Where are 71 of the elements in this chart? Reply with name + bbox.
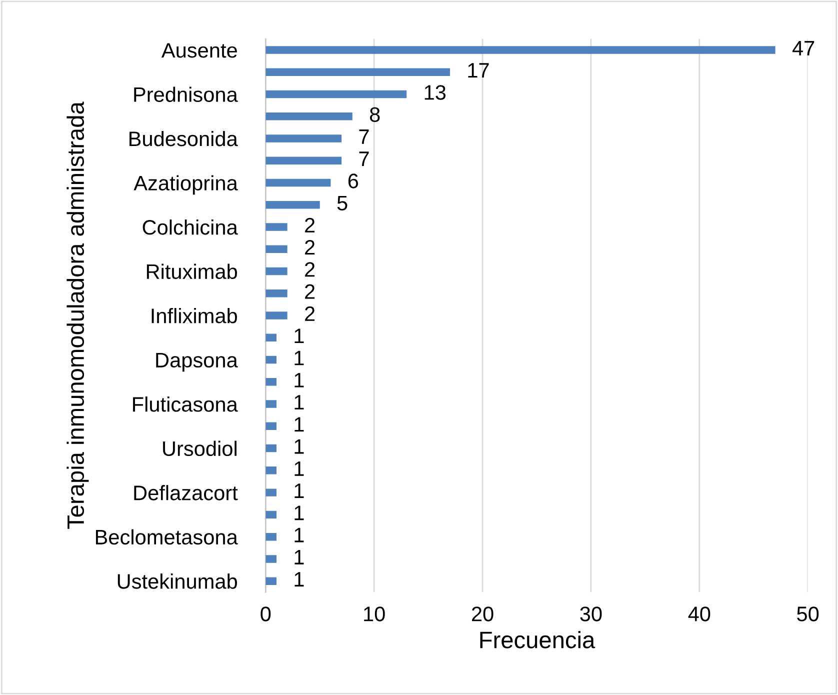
data-label: 1 (294, 506, 304, 520)
bar (266, 312, 288, 320)
x-tick-label: 20 (472, 606, 494, 622)
y-tick-label: Infliximab (152, 308, 237, 324)
x-tick-label: 30 (580, 606, 602, 622)
data-label: 1 (294, 572, 304, 586)
data-label: 2 (305, 218, 315, 232)
y-tick-label: Beclometasona (96, 529, 238, 545)
data-label: 17 (468, 63, 489, 78)
bar (266, 555, 276, 563)
data-label: 7 (359, 130, 369, 144)
bar (266, 334, 276, 342)
bar (266, 178, 331, 187)
x-tick-label: 10 (364, 606, 385, 622)
bar (266, 400, 276, 408)
x-tick-label: 0 (260, 606, 271, 622)
bar (266, 112, 352, 120)
data-label: 8 (370, 107, 380, 122)
y-tick-label: Azatioprina (134, 175, 238, 195)
bar (266, 156, 342, 164)
data-label: 47 (792, 41, 814, 56)
bar (266, 134, 342, 142)
y-tick-label: Ausente (161, 43, 237, 58)
data-label: 1 (294, 350, 304, 366)
x-axis-title: Frecuencia (480, 631, 596, 648)
y-tick-label: Fluticasona (133, 396, 238, 412)
bar (266, 444, 276, 452)
bar (266, 245, 288, 254)
bar (266, 577, 276, 585)
bar (266, 356, 276, 364)
y-tick-label: Ursodiol (163, 440, 236, 456)
y-tick-label: Deflazacort (134, 485, 238, 500)
y-tick-label: Colchicina (142, 219, 238, 235)
bar (266, 488, 276, 496)
data-label: 1 (294, 395, 304, 410)
bar (266, 378, 276, 386)
bar (266, 201, 320, 209)
bar (266, 68, 450, 76)
y-tick-label: Prednisona (134, 86, 238, 102)
data-label: 1 (294, 461, 304, 476)
x-tick-label: 50 (797, 606, 819, 622)
data-label: 1 (294, 372, 304, 388)
y-axis-title: Terapia inmunomoduladora administrada (66, 102, 89, 529)
y-tick-label: Rituximab (146, 264, 237, 280)
bar (266, 267, 288, 276)
data-label: 1 (294, 328, 304, 344)
bar (266, 422, 276, 430)
y-tick-label: Ustekinumab (118, 574, 237, 589)
bar (266, 466, 276, 474)
y-tick-label: Budesonida (130, 130, 238, 146)
data-label: 5 (337, 196, 348, 210)
y-tick-label: Dapsona (156, 353, 238, 372)
bar (266, 223, 288, 231)
data-label: 7 (359, 152, 369, 166)
data-label: 2 (305, 284, 315, 299)
x-tick-label: 40 (688, 606, 710, 622)
data-label: 2 (305, 262, 315, 277)
bar (266, 90, 407, 98)
data-label: 1 (294, 528, 304, 542)
data-label: 2 (305, 306, 315, 321)
data-label: 1 (294, 417, 304, 432)
bar (266, 290, 288, 298)
bar (266, 532, 276, 541)
data-label: 1 (294, 484, 304, 498)
bar (266, 510, 276, 519)
data-label: 1 (294, 439, 304, 454)
data-label: 2 (305, 240, 315, 255)
data-label: 13 (424, 85, 446, 100)
data-label: 1 (294, 550, 304, 564)
data-label: 6 (348, 174, 358, 188)
bar (266, 46, 776, 54)
